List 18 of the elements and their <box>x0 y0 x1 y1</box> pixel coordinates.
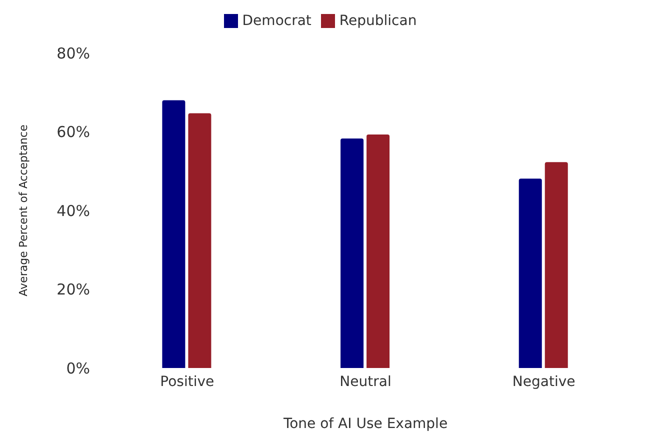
y-tick-label: 60% <box>56 123 90 142</box>
y-tick-label: 20% <box>56 280 90 299</box>
bar <box>340 138 364 368</box>
bar <box>544 162 568 368</box>
x-tick-label: Positive <box>160 374 214 390</box>
x-tick-label: Negative <box>512 374 576 390</box>
bar <box>366 134 390 368</box>
y-axis-title: Average Percent of Acceptance <box>16 124 30 296</box>
legend-label: Democrat <box>242 13 312 29</box>
bar <box>188 113 212 368</box>
y-tick-label: 0% <box>66 359 90 378</box>
bar <box>162 100 186 368</box>
y-tick-label: 40% <box>56 202 90 220</box>
x-axis-title: Tone of AI Use Example <box>282 416 448 432</box>
y-tick-label: 80% <box>56 44 90 62</box>
x-tick-label: Neutral <box>340 374 392 390</box>
legend-label: Republican <box>339 13 417 29</box>
bar <box>518 178 542 368</box>
